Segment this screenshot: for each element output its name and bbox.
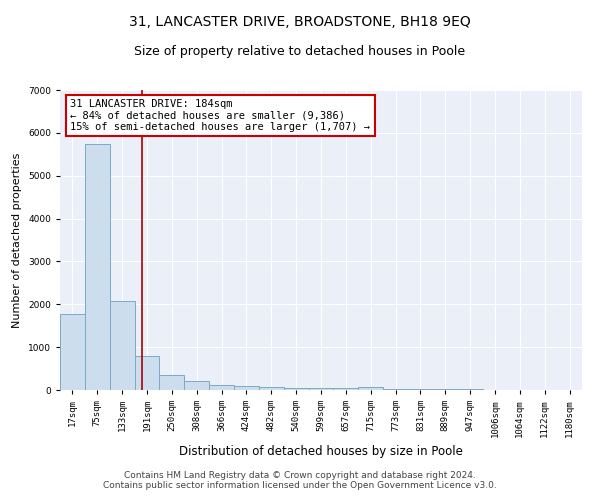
Bar — [85, 144, 110, 390]
Bar — [284, 388, 308, 390]
Bar — [134, 356, 160, 390]
Bar — [60, 314, 85, 390]
Bar — [234, 386, 259, 390]
Bar — [358, 387, 383, 390]
Text: Contains HM Land Registry data © Crown copyright and database right 2024.
Contai: Contains HM Land Registry data © Crown c… — [103, 470, 497, 490]
Bar — [383, 388, 408, 390]
Bar — [308, 388, 334, 390]
Text: 31 LANCASTER DRIVE: 184sqm
← 84% of detached houses are smaller (9,386)
15% of s: 31 LANCASTER DRIVE: 184sqm ← 84% of deta… — [70, 99, 370, 132]
Text: Size of property relative to detached houses in Poole: Size of property relative to detached ho… — [134, 45, 466, 58]
X-axis label: Distribution of detached houses by size in Poole: Distribution of detached houses by size … — [179, 445, 463, 458]
Bar — [110, 301, 134, 390]
Bar — [209, 386, 234, 390]
Bar — [334, 388, 358, 390]
Bar — [433, 389, 458, 390]
Bar — [184, 382, 209, 390]
Text: 31, LANCASTER DRIVE, BROADSTONE, BH18 9EQ: 31, LANCASTER DRIVE, BROADSTONE, BH18 9E… — [129, 15, 471, 29]
Bar — [408, 388, 433, 390]
Bar — [259, 387, 284, 390]
Bar — [160, 376, 184, 390]
Y-axis label: Number of detached properties: Number of detached properties — [13, 152, 22, 328]
